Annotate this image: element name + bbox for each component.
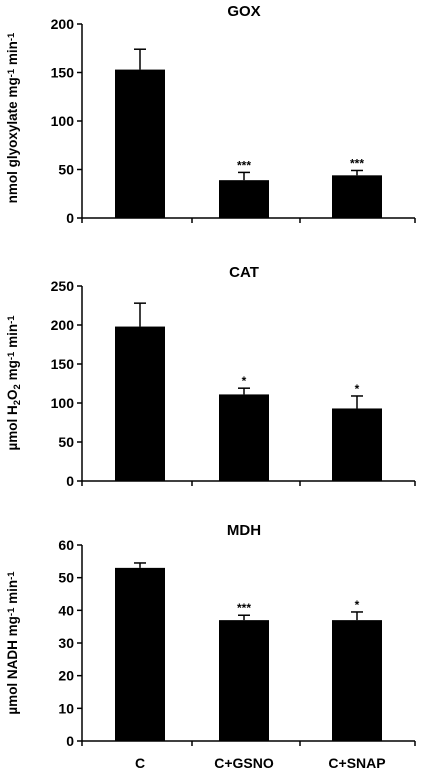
bar-c: [115, 567, 165, 741]
x-category-labels: C C+GSNO C+SNAP: [135, 755, 386, 771]
bar-c+gsno: [219, 180, 269, 218]
chart-title: GOX: [227, 3, 260, 20]
bar-c: [115, 69, 165, 218]
y-tick-label: 50: [58, 162, 74, 178]
significance-mark: ***: [350, 156, 364, 170]
chart-panel-gox: GOX nmol glyoxylate mg-1 min-1 0 50 100 150 20…: [5, 3, 416, 226]
y-tick-label: 30: [58, 635, 74, 651]
y-tick-label: 50: [58, 434, 74, 450]
bar-c: [115, 326, 165, 481]
significance-mark: *: [355, 598, 360, 612]
y-tick-label: 60: [58, 537, 74, 553]
y-tick-label: 200: [51, 16, 75, 32]
y-tick-label: 100: [51, 395, 75, 411]
significance-mark: ***: [237, 601, 251, 615]
chart-panel-cat: CAT µmol H2O2 mg-1 min-1 0 50 100 150 200 250 * *: [5, 264, 416, 489]
bar-c+gsno: [219, 394, 269, 481]
y-tick-label: 50: [58, 570, 74, 586]
y-tick-label: 150: [51, 65, 75, 81]
y-tick-label: 100: [51, 113, 75, 129]
y-tick-label: 200: [51, 317, 75, 333]
significance-mark: *: [242, 374, 247, 388]
significance-mark: *: [355, 382, 360, 396]
bar-c+snap: [332, 408, 382, 481]
y-tick-label: 10: [58, 700, 74, 716]
significance-mark: ***: [237, 158, 251, 172]
y-tick-label: 0: [66, 473, 74, 489]
bar-c+snap: [332, 620, 382, 741]
chart-title: MDH: [227, 522, 261, 539]
x-category-label: C: [135, 755, 145, 771]
y-axis-label: µmol H2O2 mg-1 min-1: [5, 315, 23, 451]
y-axis-label: nmol glyoxylate mg-1 min-1: [5, 32, 20, 203]
y-tick-label: 250: [51, 278, 75, 294]
bar-c+gsno: [219, 620, 269, 741]
y-tick-label: 20: [58, 668, 74, 684]
bar-c+snap: [332, 175, 382, 218]
x-category-label: C+SNAP: [328, 755, 385, 771]
y-tick-label: 40: [58, 602, 74, 618]
y-tick-label: 0: [66, 210, 74, 226]
chart-title: CAT: [229, 264, 259, 281]
y-tick-label: 0: [66, 733, 74, 749]
y-axis-label: µmol NADH mg-1 min-1: [5, 571, 20, 715]
x-category-label: C+GSNO: [214, 755, 274, 771]
y-tick-label: 150: [51, 356, 75, 372]
